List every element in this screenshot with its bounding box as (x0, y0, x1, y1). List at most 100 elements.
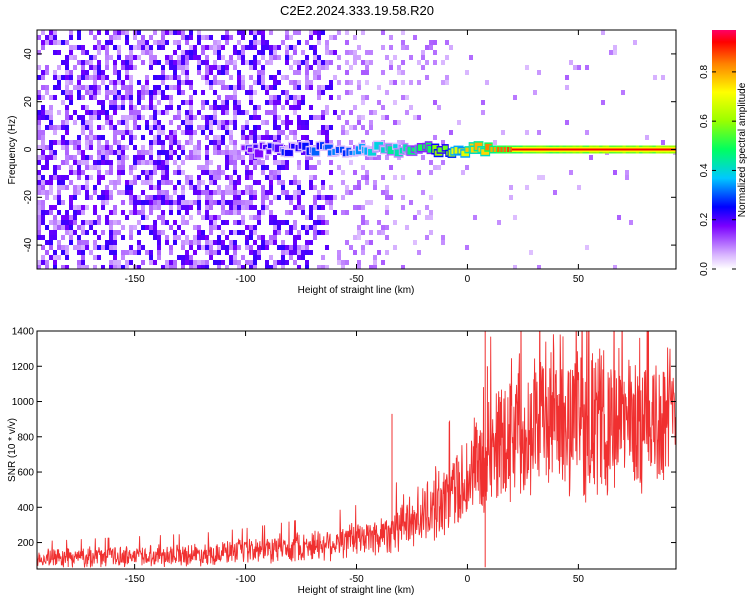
heat-cell (229, 260, 233, 265)
heat-cell (121, 235, 125, 240)
heat-cell (113, 30, 117, 35)
heat-cell (61, 125, 65, 130)
heat-cell (317, 230, 321, 235)
heat-cell (53, 70, 57, 75)
heat-cell (253, 110, 257, 115)
heat-cell (189, 50, 193, 55)
heat-cell (285, 115, 289, 120)
heat-cell (565, 75, 569, 80)
heat-cell (69, 215, 73, 220)
heat-cell (141, 45, 145, 50)
heat-cell (313, 165, 317, 170)
heat-cell (113, 260, 117, 265)
heat-cell (185, 55, 189, 60)
heat-cell (181, 50, 185, 55)
heat-cell (129, 115, 133, 120)
heat-cell (261, 120, 265, 125)
heat-cell (293, 135, 297, 140)
heat-cell (213, 115, 217, 120)
heat-cell (129, 45, 133, 50)
heat-cell (341, 170, 345, 175)
heat-cell (37, 130, 41, 135)
heat-cell (373, 155, 377, 160)
heat-cell (53, 250, 57, 255)
heat-cell (257, 70, 261, 75)
heat-cell (233, 100, 237, 105)
heat-cell (353, 235, 357, 240)
heat-cell (325, 265, 329, 269)
colorbar-tick-label: 0.8 (699, 64, 710, 78)
heat-cell (369, 110, 373, 115)
heat-cell (529, 250, 533, 255)
heat-cell (157, 130, 161, 135)
heat-cell (105, 195, 109, 200)
heat-cell (213, 175, 217, 180)
heat-cell (209, 180, 213, 185)
heat-cell (285, 190, 289, 195)
heat-cell (117, 190, 121, 195)
heat-cell (209, 160, 213, 165)
heat-cell (81, 50, 85, 55)
heat-cell (113, 35, 117, 40)
heat-cell (265, 135, 269, 140)
heat-cell (221, 70, 225, 75)
heat-cell (365, 95, 369, 100)
heat-cell (209, 195, 213, 200)
heat-cell (65, 160, 69, 165)
heat-cell (325, 105, 329, 110)
heat-cell (117, 120, 121, 125)
heat-cell (245, 175, 249, 180)
heat-cell (221, 65, 225, 70)
heat-cell (153, 115, 157, 120)
heat-cell (129, 195, 133, 200)
heat-cell (361, 140, 365, 145)
heat-cell (149, 200, 153, 205)
heat-cell (37, 225, 41, 230)
heat-cell (473, 215, 477, 220)
heat-cell (185, 200, 189, 205)
heat-cell (193, 145, 197, 150)
heat-cell (169, 100, 173, 105)
heat-cell (245, 170, 249, 175)
heat-cell (149, 55, 153, 60)
heat-cell (53, 40, 57, 45)
heat-cell (37, 160, 41, 165)
heat-cell (209, 115, 213, 120)
heat-cell (273, 155, 277, 160)
heat-cell (113, 90, 117, 95)
heat-cell (73, 120, 77, 125)
heat-cell (93, 80, 97, 85)
heat-cell (177, 145, 181, 150)
heat-cell (217, 105, 221, 110)
heat-cell (129, 75, 133, 80)
heat-cell (77, 145, 81, 150)
colorbar-ticks: 0.00.20.40.60.8 (699, 64, 736, 276)
heat-cell (153, 140, 157, 145)
spectrogram-xlabel: Height of straight line (km) (298, 285, 415, 296)
heat-cell (89, 95, 93, 100)
heat-cell (205, 165, 209, 170)
heat-cell (285, 75, 289, 80)
heat-cell (57, 80, 61, 85)
heat-cell (297, 65, 301, 70)
heat-cell (201, 265, 205, 269)
heat-cell (189, 185, 193, 190)
heat-cell (381, 225, 385, 230)
heat-cell (269, 200, 273, 205)
heat-cell (49, 175, 53, 180)
heat-cell (77, 185, 81, 190)
heat-cell (73, 65, 77, 70)
heat-cell (213, 240, 217, 245)
heat-cell (185, 250, 189, 255)
heat-cell (269, 175, 273, 180)
heat-cell (301, 50, 305, 55)
heat-cell (233, 240, 237, 245)
heat-cell (265, 60, 269, 65)
heat-cell (441, 60, 445, 65)
heat-cell (133, 125, 137, 130)
colorbar-label: Normalized spectral amplitude (737, 82, 748, 217)
heat-cell (285, 125, 289, 130)
heat-cell (281, 265, 285, 269)
heat-cell (173, 150, 177, 155)
heat-cell (217, 140, 221, 145)
